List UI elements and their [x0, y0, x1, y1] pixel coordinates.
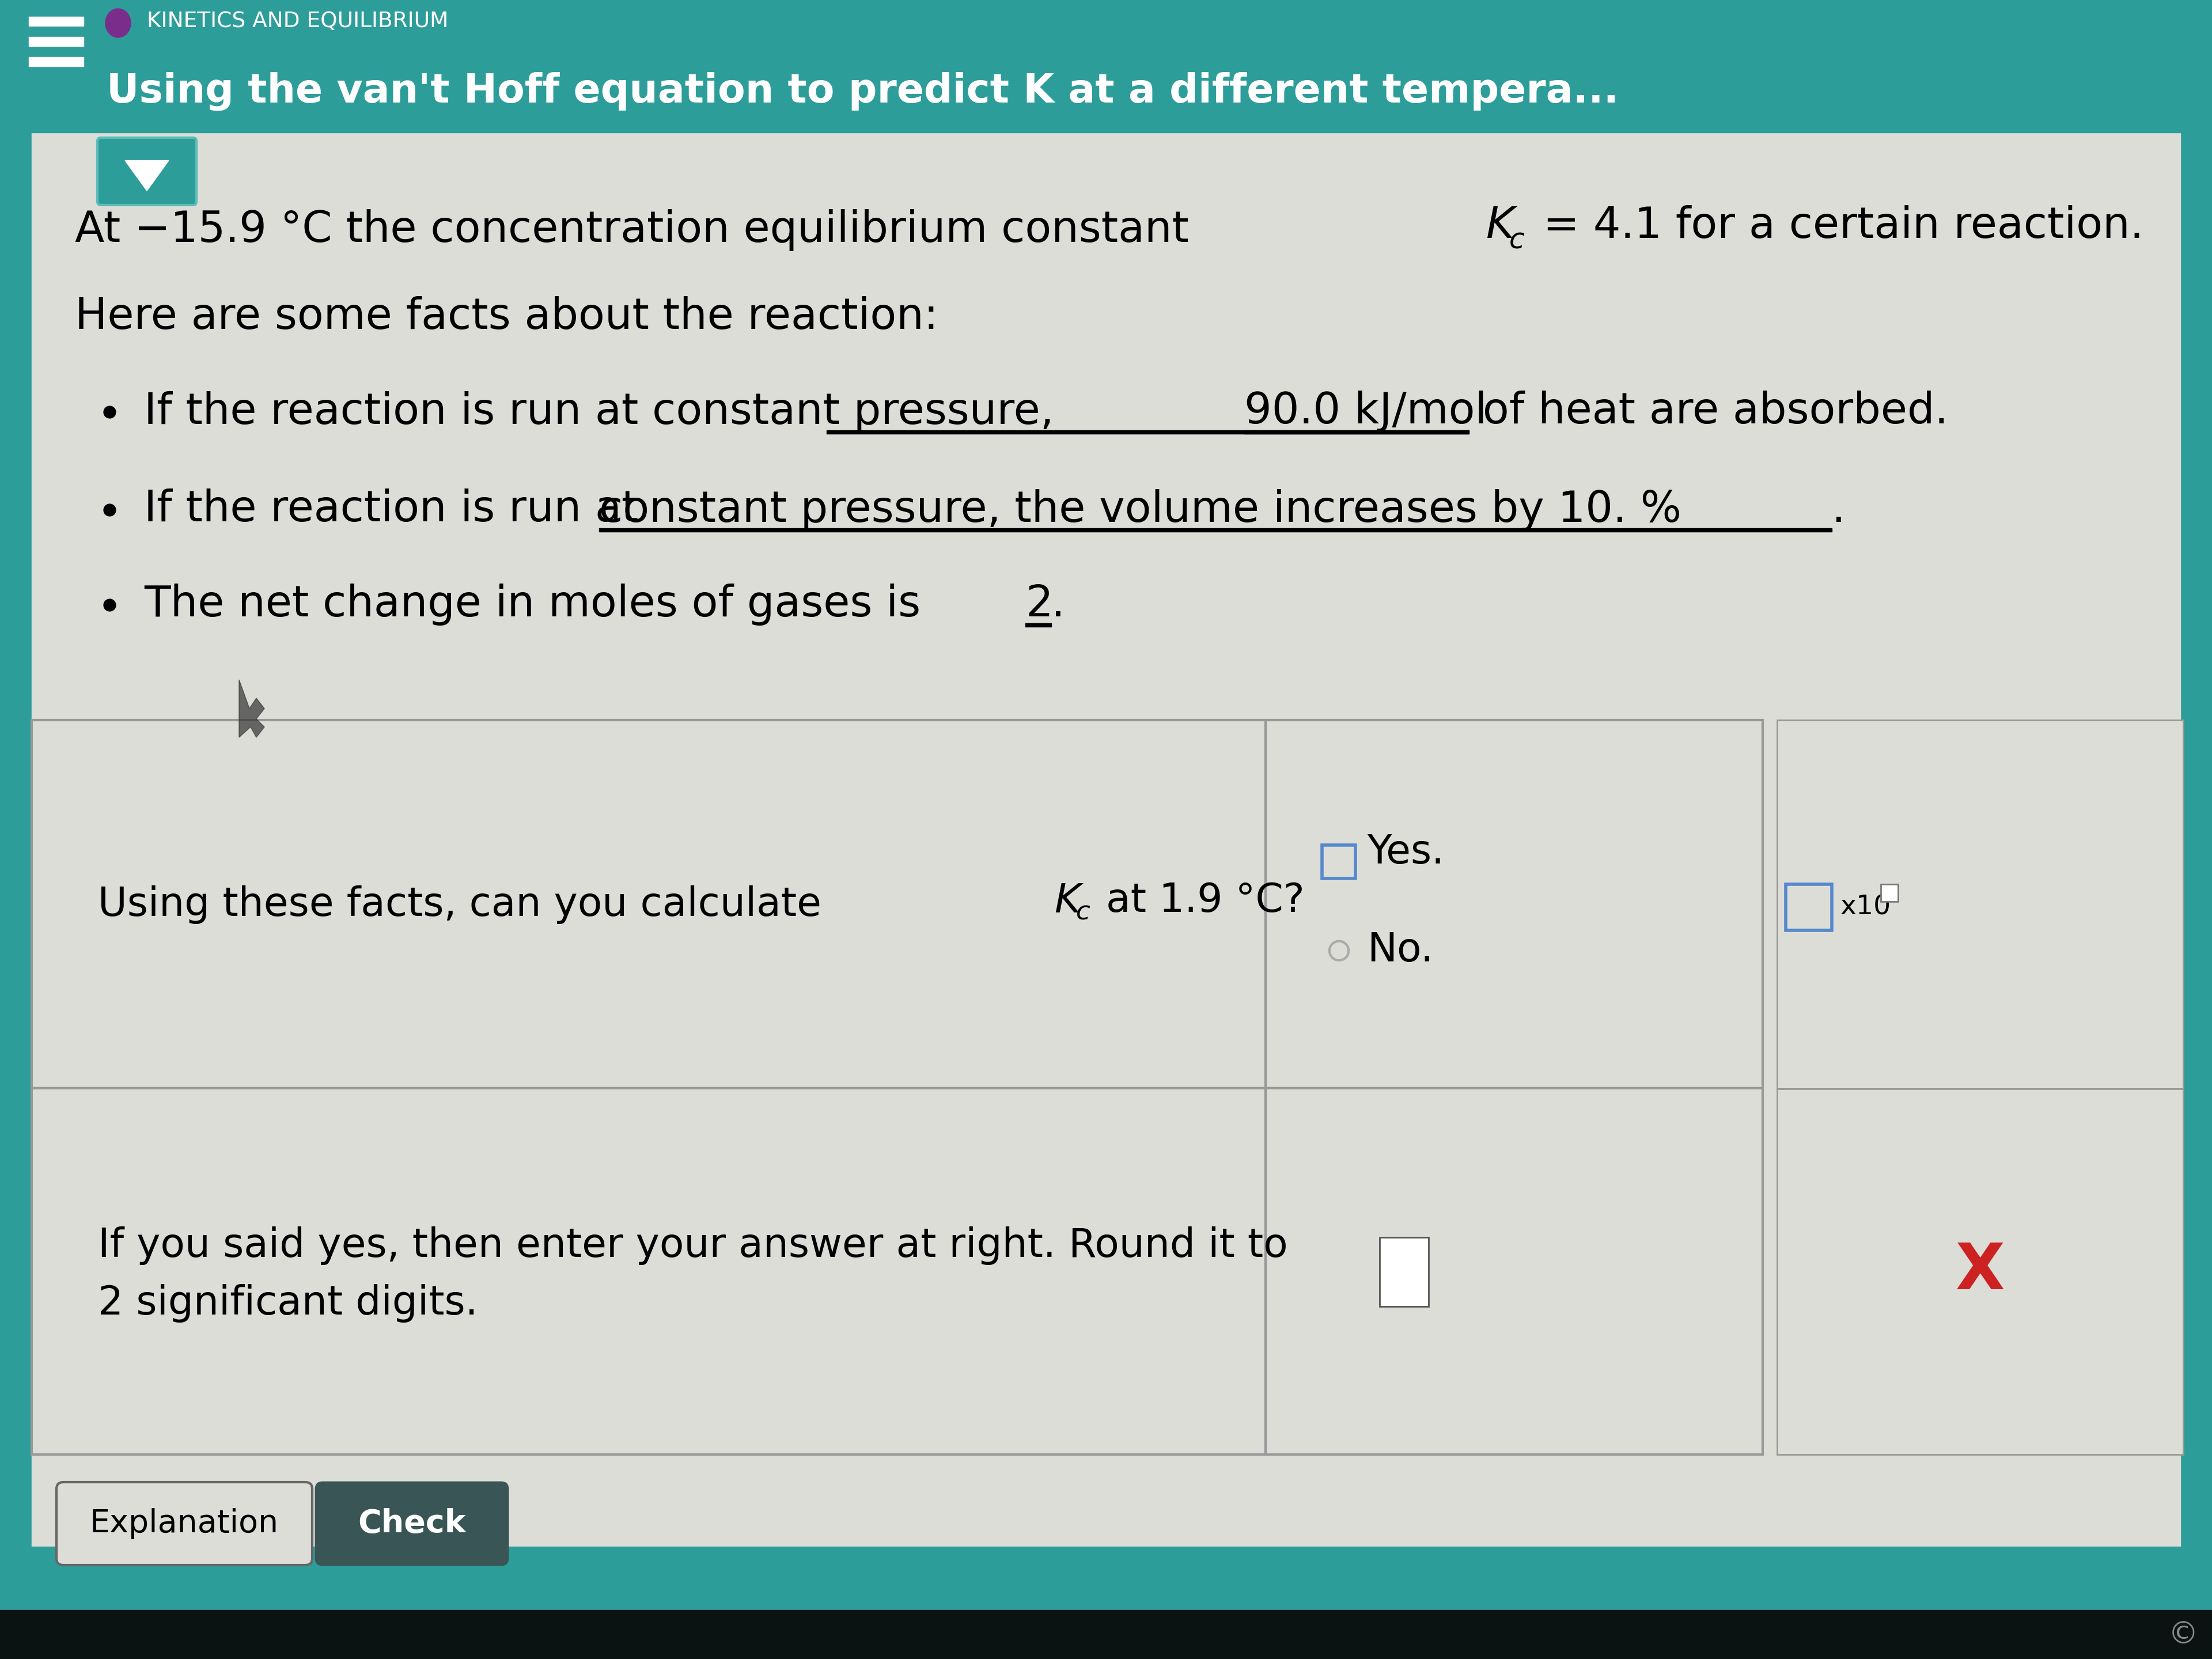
Bar [0, 1609, 2212, 1659]
Text: If the reaction is run at constant pressure,: If the reaction is run at constant press… [144, 392, 1068, 433]
Text: at 1.9 °C?: at 1.9 °C? [1093, 881, 1305, 921]
Text: No.: No. [1367, 931, 1433, 971]
Text: K: K [1486, 206, 1515, 247]
Bar [1785, 884, 1832, 931]
FancyBboxPatch shape [97, 138, 197, 206]
Bar [29, 56, 84, 66]
Text: At −15.9 °C the concentration equilibrium constant: At −15.9 °C the concentration equilibriu… [75, 209, 1203, 252]
Text: c: c [1509, 227, 1524, 254]
Text: KINETICS AND EQUILIBRIUM: KINETICS AND EQUILIBRIUM [146, 12, 449, 32]
Text: ©: © [2168, 1619, 2199, 1649]
Text: Using the van't Hoff equation to predict K at a different tempera...: Using the van't Hoff equation to predict… [106, 71, 1619, 111]
Text: of heat are absorbed.: of heat are absorbed. [1469, 392, 1949, 433]
Text: 2 significant digits.: 2 significant digits. [97, 1284, 478, 1322]
Bar [31, 133, 2181, 1566]
Text: .: . [1051, 584, 1064, 625]
Bar [1243, 430, 1469, 433]
Bar [1880, 884, 1898, 901]
Text: If the reaction is run at: If the reaction is run at [144, 489, 653, 531]
Text: The net change in moles of gases is: The net change in moles of gases is [144, 584, 933, 625]
Bar [29, 36, 84, 46]
Bar [0, 0, 2212, 133]
Text: Here are some facts about the reaction:: Here are some facts about the reaction: [75, 295, 938, 338]
Bar [599, 528, 1832, 531]
Bar [1323, 844, 1356, 879]
Text: If you said yes, then enter your answer at right. Round it to: If you said yes, then enter your answer … [97, 1226, 1287, 1264]
Text: Check: Check [358, 1508, 467, 1540]
Text: 90.0 kJ/mol: 90.0 kJ/mol [1243, 392, 1486, 433]
FancyBboxPatch shape [316, 1481, 509, 1564]
Ellipse shape [106, 8, 131, 38]
FancyBboxPatch shape [58, 1481, 312, 1564]
Polygon shape [239, 680, 265, 737]
Text: constant pressure, the volume increases by 10. %: constant pressure, the volume increases … [599, 489, 1681, 531]
Text: c: c [1075, 901, 1091, 924]
Text: X: X [1955, 1241, 2004, 1302]
Text: Using these facts, can you calculate: Using these facts, can you calculate [97, 886, 834, 924]
Text: Yes.: Yes. [1367, 833, 1444, 873]
Bar [1380, 1238, 1429, 1306]
Bar [31, 1087, 1763, 1088]
Text: Explanation: Explanation [91, 1508, 279, 1540]
Bar [1776, 720, 2183, 1088]
Bar [1026, 624, 1051, 627]
Text: = 4.1 for a certain reaction.: = 4.1 for a certain reaction. [1528, 204, 2143, 247]
Bar [1776, 1088, 2183, 1455]
Polygon shape [126, 161, 168, 191]
Bar [0, 1546, 2212, 1569]
Text: 2: 2 [1026, 584, 1053, 625]
Text: .: . [1832, 489, 1845, 531]
Text: x10: x10 [1840, 894, 1891, 921]
Bar [29, 17, 84, 27]
Bar [31, 720, 1763, 1455]
Bar [827, 430, 1469, 433]
Text: K: K [1055, 881, 1079, 921]
